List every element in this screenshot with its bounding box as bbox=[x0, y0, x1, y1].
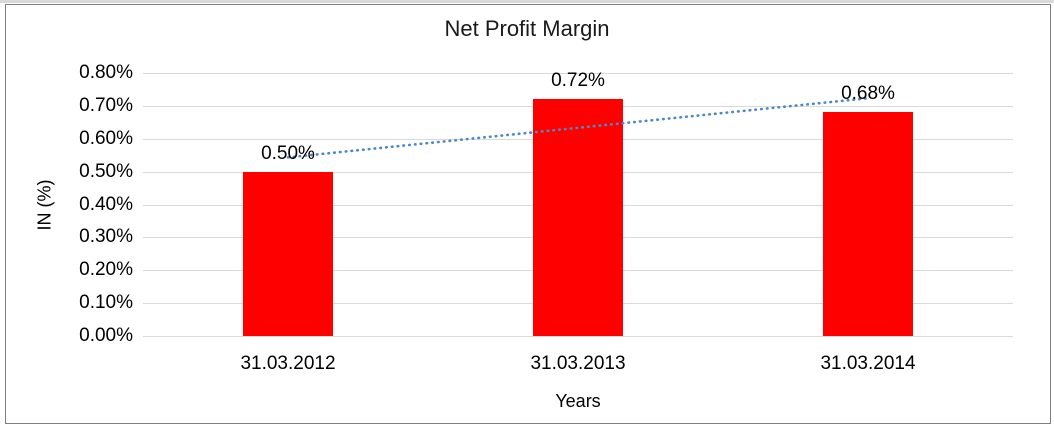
x-axis-line bbox=[143, 336, 1013, 337]
x-tick-label: 31.03.2014 bbox=[820, 353, 916, 374]
y-axis-title: IN (%) bbox=[34, 179, 55, 231]
y-tick-label: 0.00% bbox=[79, 325, 133, 346]
y-tick-label: 0.10% bbox=[79, 292, 133, 313]
window-top-strip bbox=[0, 0, 1054, 3]
data-label: 0.50% bbox=[261, 143, 315, 164]
y-tick-label: 0.70% bbox=[79, 95, 133, 116]
y-tick-label: 0.20% bbox=[79, 259, 133, 280]
bar-31.03.2012 bbox=[243, 172, 333, 336]
y-tick-label: 0.40% bbox=[79, 194, 133, 215]
y-tick-label: 0.60% bbox=[79, 128, 133, 149]
data-label: 0.68% bbox=[841, 83, 895, 104]
x-tick-label: 31.03.2012 bbox=[240, 353, 336, 374]
bar-31.03.2013 bbox=[533, 99, 623, 336]
chart-title: Net Profit Margin bbox=[444, 16, 610, 41]
x-tick-label: 31.03.2013 bbox=[530, 353, 626, 374]
bar-31.03.2014 bbox=[823, 112, 913, 336]
data-label: 0.72% bbox=[551, 70, 605, 91]
gridline bbox=[143, 73, 1013, 74]
y-tick-label: 0.80% bbox=[79, 62, 133, 83]
y-tick-label: 0.50% bbox=[79, 161, 133, 182]
x-axis-title: Years bbox=[555, 391, 601, 411]
y-tick-label: 0.30% bbox=[79, 226, 133, 247]
